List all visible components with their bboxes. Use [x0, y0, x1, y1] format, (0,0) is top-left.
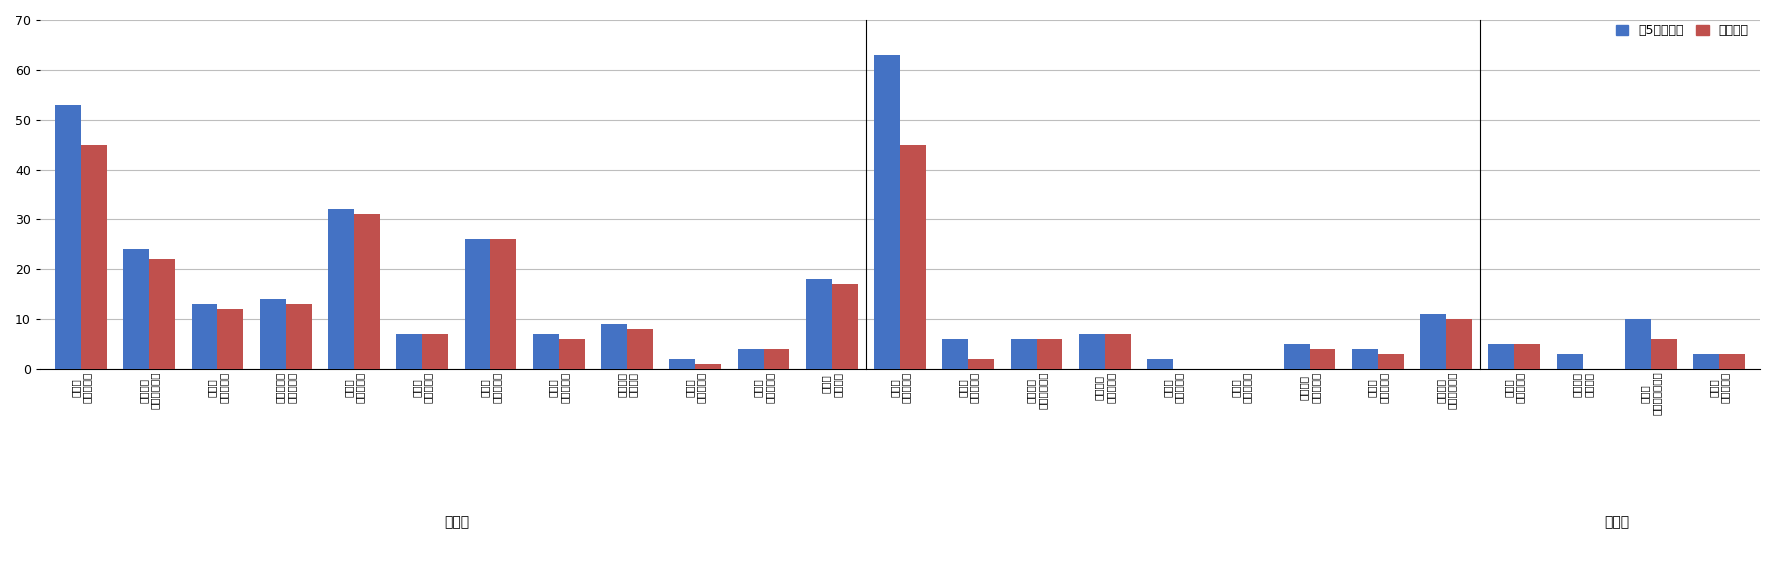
Bar: [1447, 319, 1471, 369]
Bar: [532, 334, 559, 369]
Bar: [1310, 349, 1335, 369]
Bar: [669, 359, 696, 369]
Bar: [55, 105, 82, 369]
Bar: [1079, 334, 1104, 369]
Bar: [149, 259, 176, 369]
Bar: [738, 349, 763, 369]
Bar: [1377, 354, 1404, 369]
Bar: [1624, 319, 1651, 369]
Bar: [969, 359, 994, 369]
Text: 福島県: 福島県: [1605, 515, 1629, 529]
Bar: [465, 239, 490, 369]
Bar: [1489, 344, 1514, 369]
Bar: [353, 215, 380, 369]
Bar: [422, 334, 447, 369]
Bar: [1693, 354, 1718, 369]
Bar: [832, 284, 857, 369]
Bar: [490, 239, 517, 369]
Bar: [122, 249, 149, 369]
Bar: [627, 329, 653, 369]
Bar: [943, 339, 969, 369]
Bar: [1651, 339, 1677, 369]
Bar: [1037, 339, 1063, 369]
Bar: [82, 145, 106, 369]
Bar: [1010, 339, 1037, 369]
Bar: [1420, 314, 1447, 369]
Text: 岩手県: 岩手県: [444, 515, 469, 529]
Bar: [1283, 344, 1310, 369]
Bar: [286, 304, 312, 369]
Bar: [328, 209, 353, 369]
Bar: [259, 299, 286, 369]
Legend: 第5回藻場数, 残存個数: 第5回藻場数, 残存個数: [1610, 19, 1754, 42]
Bar: [1557, 354, 1583, 369]
Bar: [396, 334, 422, 369]
Bar: [900, 145, 927, 369]
Bar: [873, 55, 900, 369]
Bar: [192, 304, 218, 369]
Bar: [1147, 359, 1173, 369]
Bar: [559, 339, 584, 369]
Bar: [1104, 334, 1131, 369]
Bar: [602, 324, 627, 369]
Bar: [1514, 344, 1541, 369]
Bar: [1718, 354, 1745, 369]
Bar: [696, 364, 721, 369]
Bar: [806, 279, 832, 369]
Bar: [763, 349, 790, 369]
Bar: [1353, 349, 1377, 369]
Bar: [218, 309, 243, 369]
